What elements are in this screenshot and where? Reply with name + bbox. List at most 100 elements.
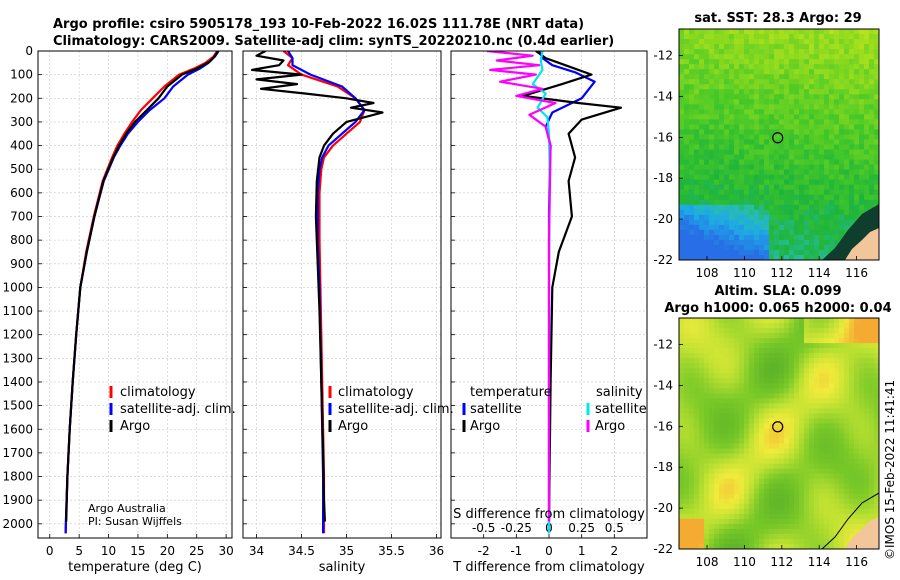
- heatmap-cell: [799, 543, 805, 549]
- heatmap-cell: [699, 79, 705, 85]
- heatmap-cell: [839, 473, 845, 480]
- heatmap-cell: [844, 44, 850, 50]
- heatmap-cell: [719, 428, 725, 434]
- heatmap-cell: [739, 503, 745, 510]
- heatmap-cell: [784, 533, 790, 540]
- heatmap-cell: [764, 348, 770, 354]
- heatmap-cell: [819, 453, 825, 460]
- heatmap-cell: [724, 54, 730, 60]
- heatmap-cell: [854, 89, 860, 95]
- heatmap-cell: [799, 199, 805, 206]
- heatmap-cell: [789, 528, 795, 535]
- heatmap-cell: [859, 388, 865, 394]
- heatmap-cell: [754, 488, 760, 495]
- heatmap-cell: [834, 84, 840, 90]
- heatmap-cell: [704, 473, 710, 480]
- heatmap-cell: [749, 383, 755, 389]
- heatmap-cell: [724, 538, 730, 545]
- heatmap-cell: [709, 368, 715, 374]
- heatmap-cell: [724, 39, 730, 45]
- heatmap-cell: [719, 373, 725, 379]
- heatmap-cell: [829, 124, 835, 130]
- heatmap-cell: [814, 149, 820, 155]
- heatmap-cell: [804, 353, 810, 359]
- heatmap-cell: [679, 229, 685, 236]
- heatmap-cell: [789, 473, 795, 480]
- heatmap-cell: [734, 538, 740, 545]
- heatmap-cell: [779, 174, 785, 181]
- heatmap-cell: [744, 358, 750, 364]
- heatmap-cell: [809, 39, 815, 45]
- heatmap-cell: [749, 458, 755, 465]
- heatmap-cell: [834, 29, 840, 35]
- heatmap-cell: [739, 498, 745, 505]
- heatmap-cell: [709, 418, 715, 424]
- heatmap-cell: [784, 49, 790, 55]
- heatmap-cell: [709, 134, 715, 140]
- heatmap-cell: [724, 154, 730, 160]
- heatmap-cell: [769, 224, 775, 231]
- heatmap-cell: [714, 363, 720, 369]
- heatmap-cell: [709, 513, 715, 520]
- heatmap-cell: [839, 209, 845, 216]
- heatmap-cell: [809, 74, 815, 80]
- heatmap-cell: [714, 393, 720, 399]
- heatmap-cell: [679, 393, 685, 399]
- heatmap-cell: [774, 104, 780, 110]
- heatmap-cell: [744, 54, 750, 60]
- heatmap-cell: [679, 333, 685, 339]
- heatmap-cell: [709, 373, 715, 379]
- heatmap-cell: [694, 174, 700, 181]
- heatmap-cell: [739, 164, 745, 171]
- heatmap-cell: [804, 473, 810, 480]
- heatmap-cell: [769, 89, 775, 95]
- heatmap-cell: [769, 323, 775, 329]
- heatmap-cell: [759, 348, 765, 354]
- heatmap-cell: [854, 338, 860, 344]
- heatmap-cell: [774, 458, 780, 465]
- heatmap-cell: [759, 538, 765, 545]
- heatmap-cell: [834, 523, 840, 530]
- heatmap-cell: [829, 353, 835, 359]
- heatmap-cell: [864, 39, 870, 45]
- heatmap-cell: [734, 468, 740, 475]
- heatmap-cell: [734, 498, 740, 505]
- heatmap-cell: [679, 473, 685, 480]
- heatmap-cell: [734, 478, 740, 485]
- heatmap-cell: [734, 224, 740, 231]
- heatmap-cell: [844, 358, 850, 364]
- s-difference-xlabel: S difference from climatology: [453, 507, 645, 522]
- heatmap-cell: [734, 74, 740, 80]
- legend-label-satellite: satellite-adj. clim.: [120, 402, 236, 417]
- temperature-xlabel: temperature (deg C): [68, 560, 202, 575]
- heatmap-cell: [824, 528, 830, 535]
- heatmap-cell: [794, 84, 800, 90]
- heatmap-cell: [794, 533, 800, 540]
- heatmap-cell: [789, 84, 795, 90]
- heatmap-cell: [794, 438, 800, 444]
- heatmap-cell: [824, 498, 830, 505]
- heatmap-cell: [779, 403, 785, 409]
- heatmap-cell: [739, 348, 745, 354]
- heatmap-cell: [704, 49, 710, 55]
- heatmap-cell: [799, 214, 805, 221]
- heatmap-cell: [689, 358, 695, 364]
- heatmap-cell: [774, 189, 780, 196]
- heatmap-cell: [689, 124, 695, 130]
- heatmap-cell: [719, 169, 725, 176]
- heatmap-cell: [784, 523, 790, 530]
- heatmap-cell: [704, 518, 710, 525]
- heatmap-cell: [719, 488, 725, 495]
- heatmap-cell: [754, 204, 760, 211]
- heatmap-cell: [804, 159, 810, 165]
- heatmap-cell: [799, 518, 805, 525]
- heatmap-cell: [874, 393, 879, 399]
- heatmap-cell: [729, 149, 735, 155]
- heatmap-cell: [724, 403, 730, 409]
- heatmap-cell: [744, 254, 750, 260]
- heatmap-cell: [779, 219, 785, 226]
- heatmap-cell: [724, 144, 730, 150]
- heatmap-cell: [684, 518, 690, 525]
- heatmap-cell: [769, 174, 775, 181]
- heatmap-cell: [814, 159, 820, 165]
